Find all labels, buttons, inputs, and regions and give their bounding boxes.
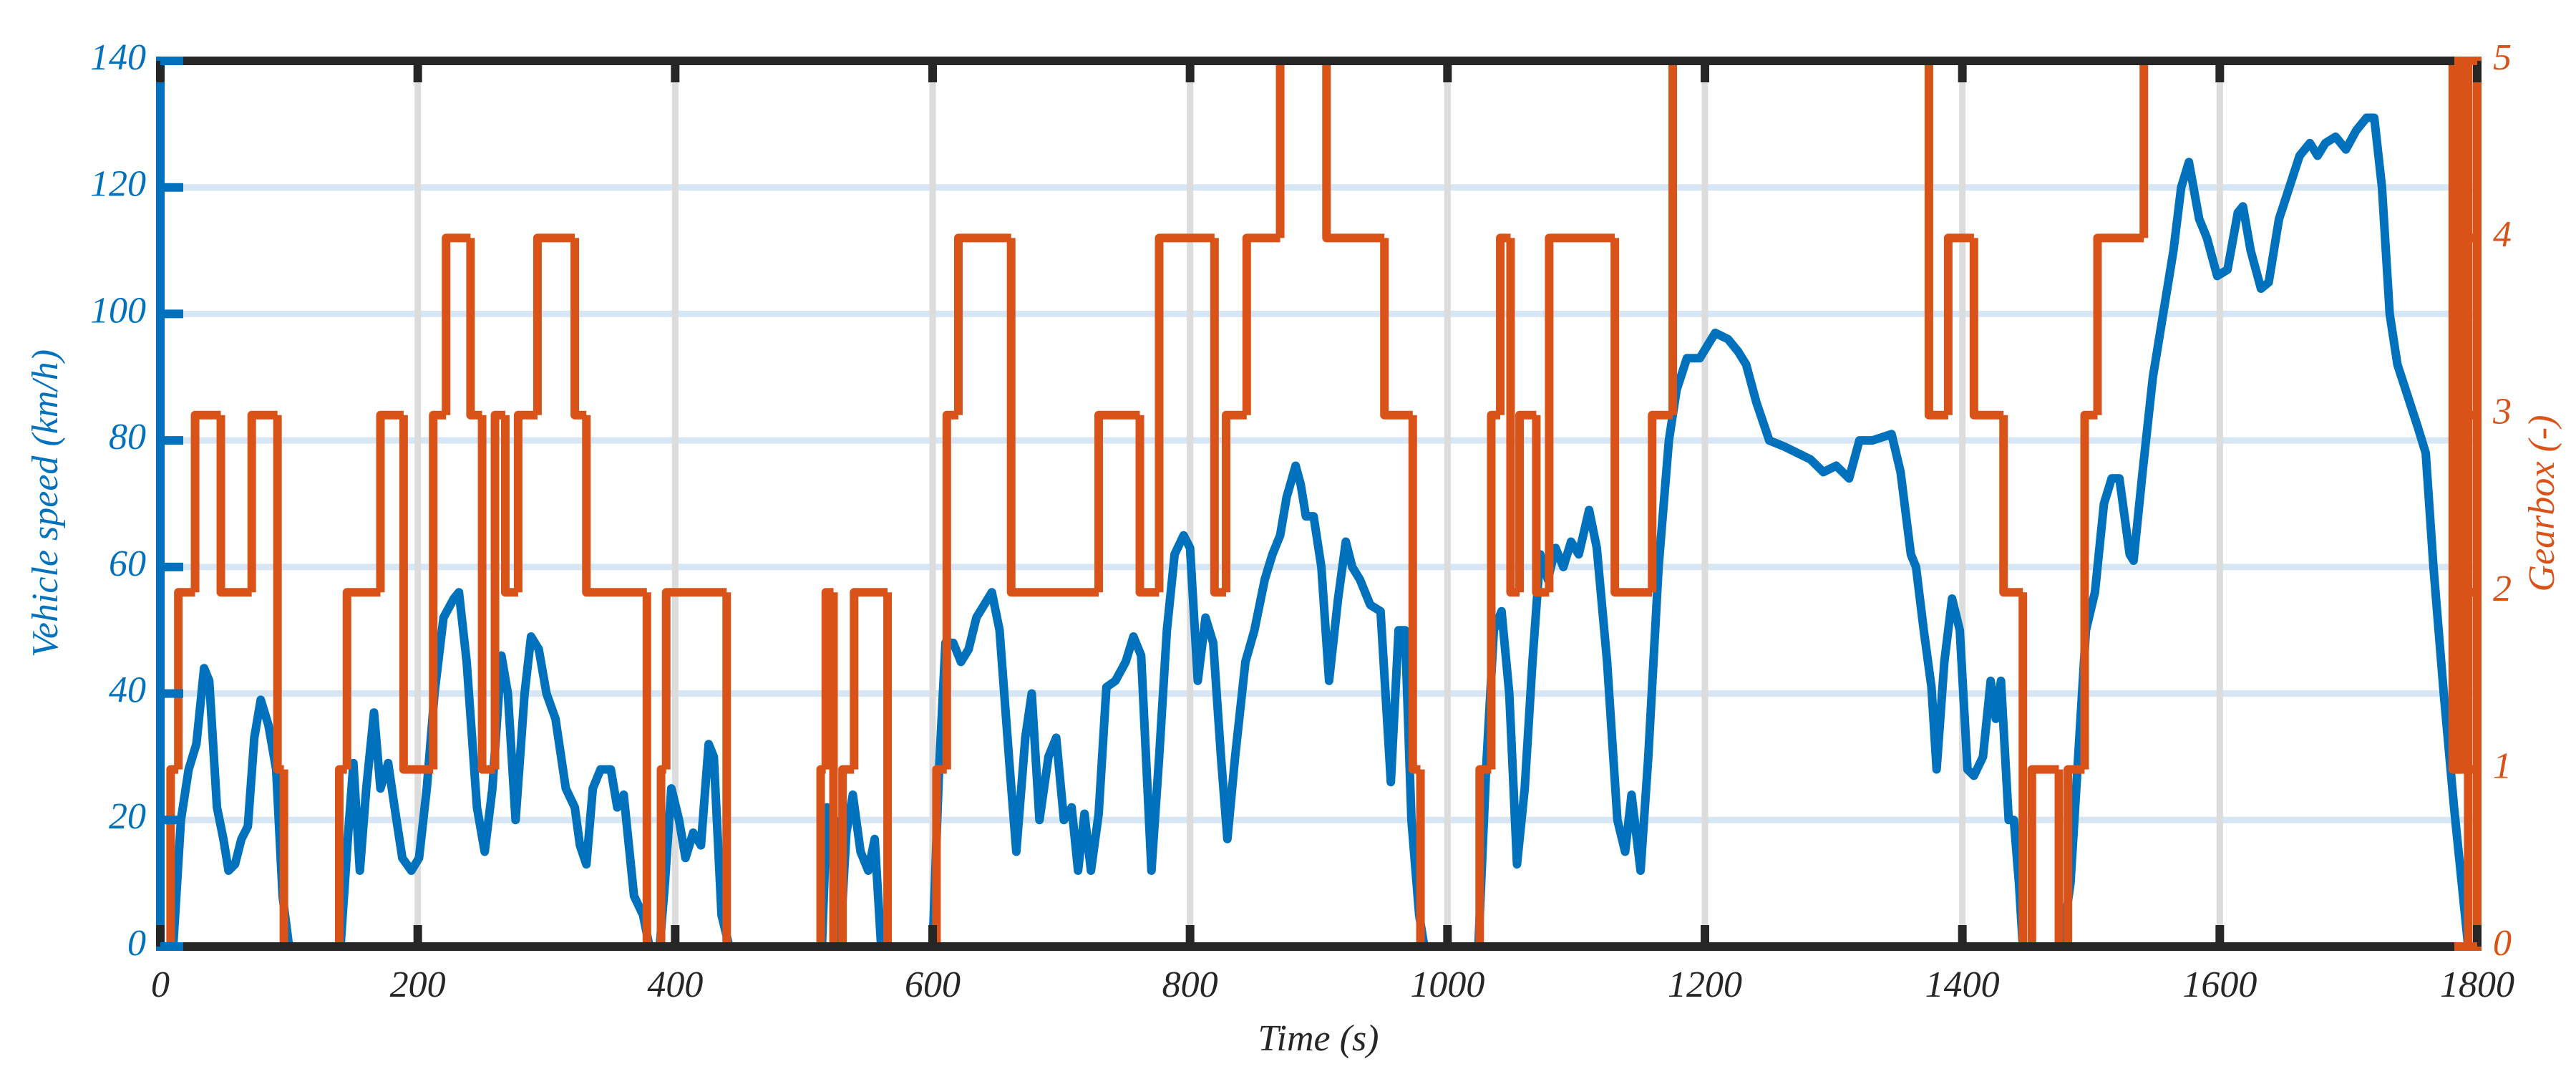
gear-step (1943, 233, 1974, 415)
gear-step (247, 410, 278, 593)
gear-step (883, 592, 937, 951)
y2-tick-label: 0 (2493, 923, 2512, 964)
x-tick-label: 1200 (1668, 964, 1742, 1005)
gear-step (1668, 57, 1929, 415)
x-tick-label: 1800 (2440, 964, 2514, 1005)
gear-step (216, 415, 252, 597)
gear-step (1380, 238, 1413, 420)
y2-tick-label: 5 (2493, 37, 2512, 78)
gear-step (661, 588, 727, 770)
gear-step (342, 588, 381, 770)
x-tick-label: 600 (905, 964, 961, 1005)
gear-step (570, 238, 587, 420)
x-axis-label: Time (s) (1258, 1018, 1379, 1059)
gear-step (1969, 238, 2004, 420)
gear-step (582, 415, 647, 597)
gear-step (273, 415, 284, 774)
gear-step (2139, 57, 2453, 238)
gear-step (722, 592, 821, 951)
y2-tick-label: 1 (2493, 746, 2512, 787)
gear-step (190, 410, 221, 593)
gear-step (2064, 765, 2085, 947)
gear-step (376, 410, 404, 593)
gear-step (1222, 410, 1247, 593)
gear-step (2027, 765, 2059, 947)
gear-step (466, 238, 482, 420)
gear-step (1648, 410, 1673, 593)
gear-step (942, 410, 958, 770)
x-tick-label: 1600 (2182, 964, 2257, 1005)
gear-step (1487, 410, 1501, 770)
y-axis-label: Vehicle speed (km/h) (25, 349, 66, 657)
y2-tick-label: 4 (2493, 214, 2512, 255)
gear-step (1275, 57, 1327, 238)
x-tick-label: 400 (647, 964, 703, 1005)
y-tick-label: 60 (109, 543, 146, 584)
gear-step (399, 415, 434, 774)
x-tick-label: 0 (151, 964, 170, 1005)
x-tick-label: 1000 (1410, 964, 1484, 1005)
y-tick-label: 40 (109, 670, 146, 711)
y2-axis-label: Gearbox (-) (2522, 415, 2562, 592)
gear-step (442, 233, 471, 415)
gear-step (279, 769, 339, 951)
y-tick-label: 0 (127, 923, 146, 964)
y-tick-label: 120 (90, 164, 146, 205)
gear-step (1408, 415, 1421, 774)
gear-step (1094, 410, 1140, 593)
gear-step (533, 233, 575, 415)
gear-step (513, 410, 538, 593)
gear-step (1610, 238, 1653, 597)
y-tick-label: 80 (109, 417, 146, 458)
speed-line (160, 113, 2473, 951)
x-tick-label: 1400 (1925, 964, 2000, 1005)
x-tick-label: 800 (1162, 964, 1218, 1005)
y-tick-label: 100 (90, 290, 146, 331)
gear-step (850, 588, 888, 770)
gear-step (1515, 410, 1537, 593)
gear-step (953, 233, 1011, 415)
y-tick-label: 20 (109, 796, 146, 837)
gear-step (174, 588, 195, 770)
gear-step (2093, 233, 2144, 415)
y2-tick-label: 2 (2493, 569, 2512, 609)
gear-step (1242, 233, 1280, 415)
gear-step (1924, 61, 1948, 420)
gear-step (1322, 61, 1385, 243)
y2-tick-label: 3 (2492, 392, 2512, 432)
gear-step (1135, 415, 1160, 597)
y-tick-label: 140 (90, 37, 146, 78)
gear-step (1545, 233, 1615, 593)
gear-step (1006, 238, 1099, 597)
x-tick-label: 200 (390, 964, 446, 1005)
gear-step (1155, 233, 1215, 593)
gear-step (1999, 415, 2023, 597)
gear-step (429, 410, 447, 770)
